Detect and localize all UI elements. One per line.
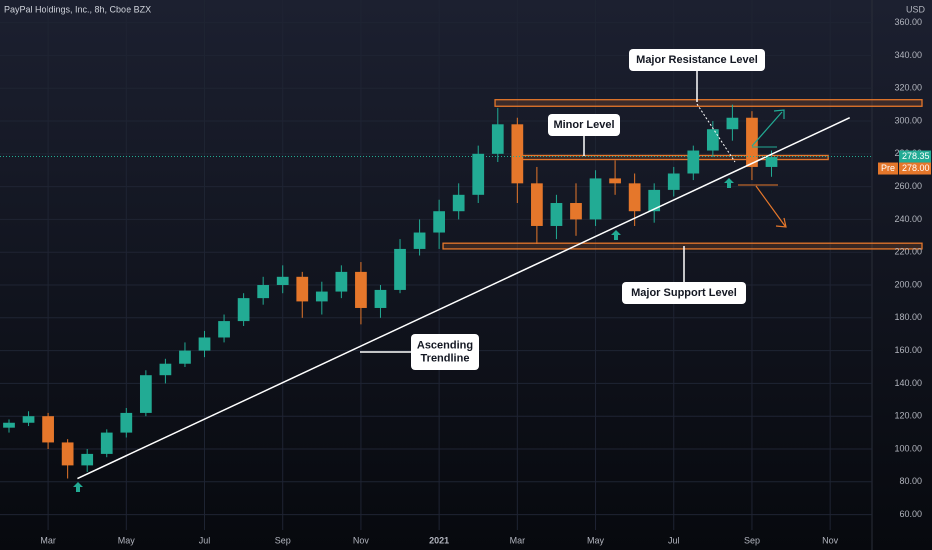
level-zone: [442, 242, 923, 250]
y-tick-label: 360.00: [894, 17, 922, 27]
x-tick-label: Sep: [744, 535, 760, 545]
candle-body: [3, 422, 15, 428]
last-price-tag: [899, 150, 931, 163]
axes: 60.00 80.00 100.00 120.00 140.00 160.00 180.00…: [40, 17, 931, 545]
x-tick-label: Jul: [668, 535, 680, 545]
candle-body: [765, 157, 778, 167]
level-zone: [494, 99, 923, 107]
chart-title: PayPal Holdings, Inc., 8h, Cboe BZX: [4, 4, 151, 14]
callout-text: Ascending: [417, 339, 473, 351]
drop-line: [696, 103, 736, 163]
candle-body: [355, 271, 367, 308]
y-tick-label: 260.00: [894, 181, 922, 191]
candle-body: [42, 416, 54, 443]
candle-body: [237, 298, 250, 322]
y-tick-label: 240.00: [894, 214, 922, 224]
candle-body: [276, 276, 289, 286]
candle-body: [81, 453, 94, 466]
up-arrow: [751, 109, 785, 147]
candle-body: [648, 189, 661, 212]
x-tick-label: May: [587, 535, 605, 545]
x-tick-label: Nov: [353, 535, 370, 545]
callout-box: [548, 114, 620, 136]
callouts: Major Resistance Level Minor Level Major S…: [360, 49, 765, 370]
candle-body: [589, 178, 602, 220]
y-tick-label: 200.00: [894, 279, 922, 289]
y-tick-label: 140.00: [894, 378, 922, 388]
candle-body: [687, 150, 700, 174]
y-tick-label: 300.00: [894, 115, 922, 125]
y-tick-label: 120.00: [894, 411, 922, 421]
candle-body: [413, 232, 426, 249]
bounce-arrow: [73, 482, 83, 492]
callout-text: Major Support Level: [631, 287, 737, 299]
candle-body: [218, 321, 230, 338]
candle-body: [667, 173, 680, 190]
candle-body: [511, 124, 524, 184]
y-tick-label: 320.00: [894, 83, 922, 93]
candle-body: [159, 363, 172, 376]
candle-body: [257, 285, 270, 299]
y-unit: USD: [906, 4, 926, 14]
candle-body: [198, 337, 211, 351]
candle-body: [433, 211, 445, 233]
callout-box: [411, 334, 479, 370]
y-tick-label: 80.00: [899, 476, 922, 486]
candle-body: [315, 291, 328, 302]
x-tick-label: 2021: [429, 535, 449, 545]
callout-text: Trendline: [421, 352, 470, 364]
y-tick-label: 180.00: [894, 312, 922, 322]
pre-tag: [878, 162, 898, 175]
trendline: [77, 117, 851, 480]
candle-body: [746, 117, 758, 167]
x-tick-label: Sep: [275, 535, 291, 545]
candles: [3, 104, 778, 479]
x-tick-label: Jul: [199, 535, 211, 545]
x-tick-label: Mar: [510, 535, 526, 545]
x-tick-label: May: [118, 535, 136, 545]
candle-body: [374, 289, 387, 308]
last-price-label: 278.35: [902, 151, 930, 161]
callout-text: Minor Level: [553, 119, 614, 131]
candle-body: [726, 117, 739, 130]
x-tick-label: Mar: [40, 535, 56, 545]
candle-body: [550, 203, 563, 226]
candle-body: [609, 178, 621, 184]
overlay: [0, 103, 872, 492]
candle-body: [296, 276, 309, 302]
candle-body: [628, 183, 641, 212]
candle-body: [491, 124, 504, 154]
y-tick-label: 100.00: [894, 443, 922, 453]
bounce-arrow: [724, 178, 734, 188]
y-tick-label: 340.00: [894, 50, 922, 60]
candle-body: [531, 183, 543, 226]
candle-body: [100, 432, 113, 454]
pre-tag-label: Pre: [881, 163, 895, 173]
candle-body: [335, 271, 348, 292]
pre-price-tag: [899, 162, 931, 175]
x-tick-label: Nov: [822, 535, 839, 545]
candle-body: [570, 203, 582, 220]
candle-body: [472, 153, 485, 195]
y-tick-label: 160.00: [894, 345, 922, 355]
candle-body: [452, 194, 465, 212]
candle-body: [61, 442, 74, 466]
candle-body: [706, 129, 719, 151]
candle-body: [22, 416, 35, 423]
candle-body: [179, 350, 191, 364]
candle-body: [394, 248, 406, 290]
pre-price-label: 278.00: [902, 163, 930, 173]
y-tick-label: 220.00: [894, 247, 922, 257]
candle-body: [139, 375, 152, 413]
candle-body: [120, 412, 133, 433]
y-tick-label: 60.00: [899, 509, 922, 519]
bounce-arrow: [611, 230, 621, 240]
callout-box: [629, 49, 765, 71]
down-arrow: [755, 185, 787, 228]
callout-box: [622, 282, 746, 304]
callout-text: Major Resistance Level: [636, 54, 758, 66]
